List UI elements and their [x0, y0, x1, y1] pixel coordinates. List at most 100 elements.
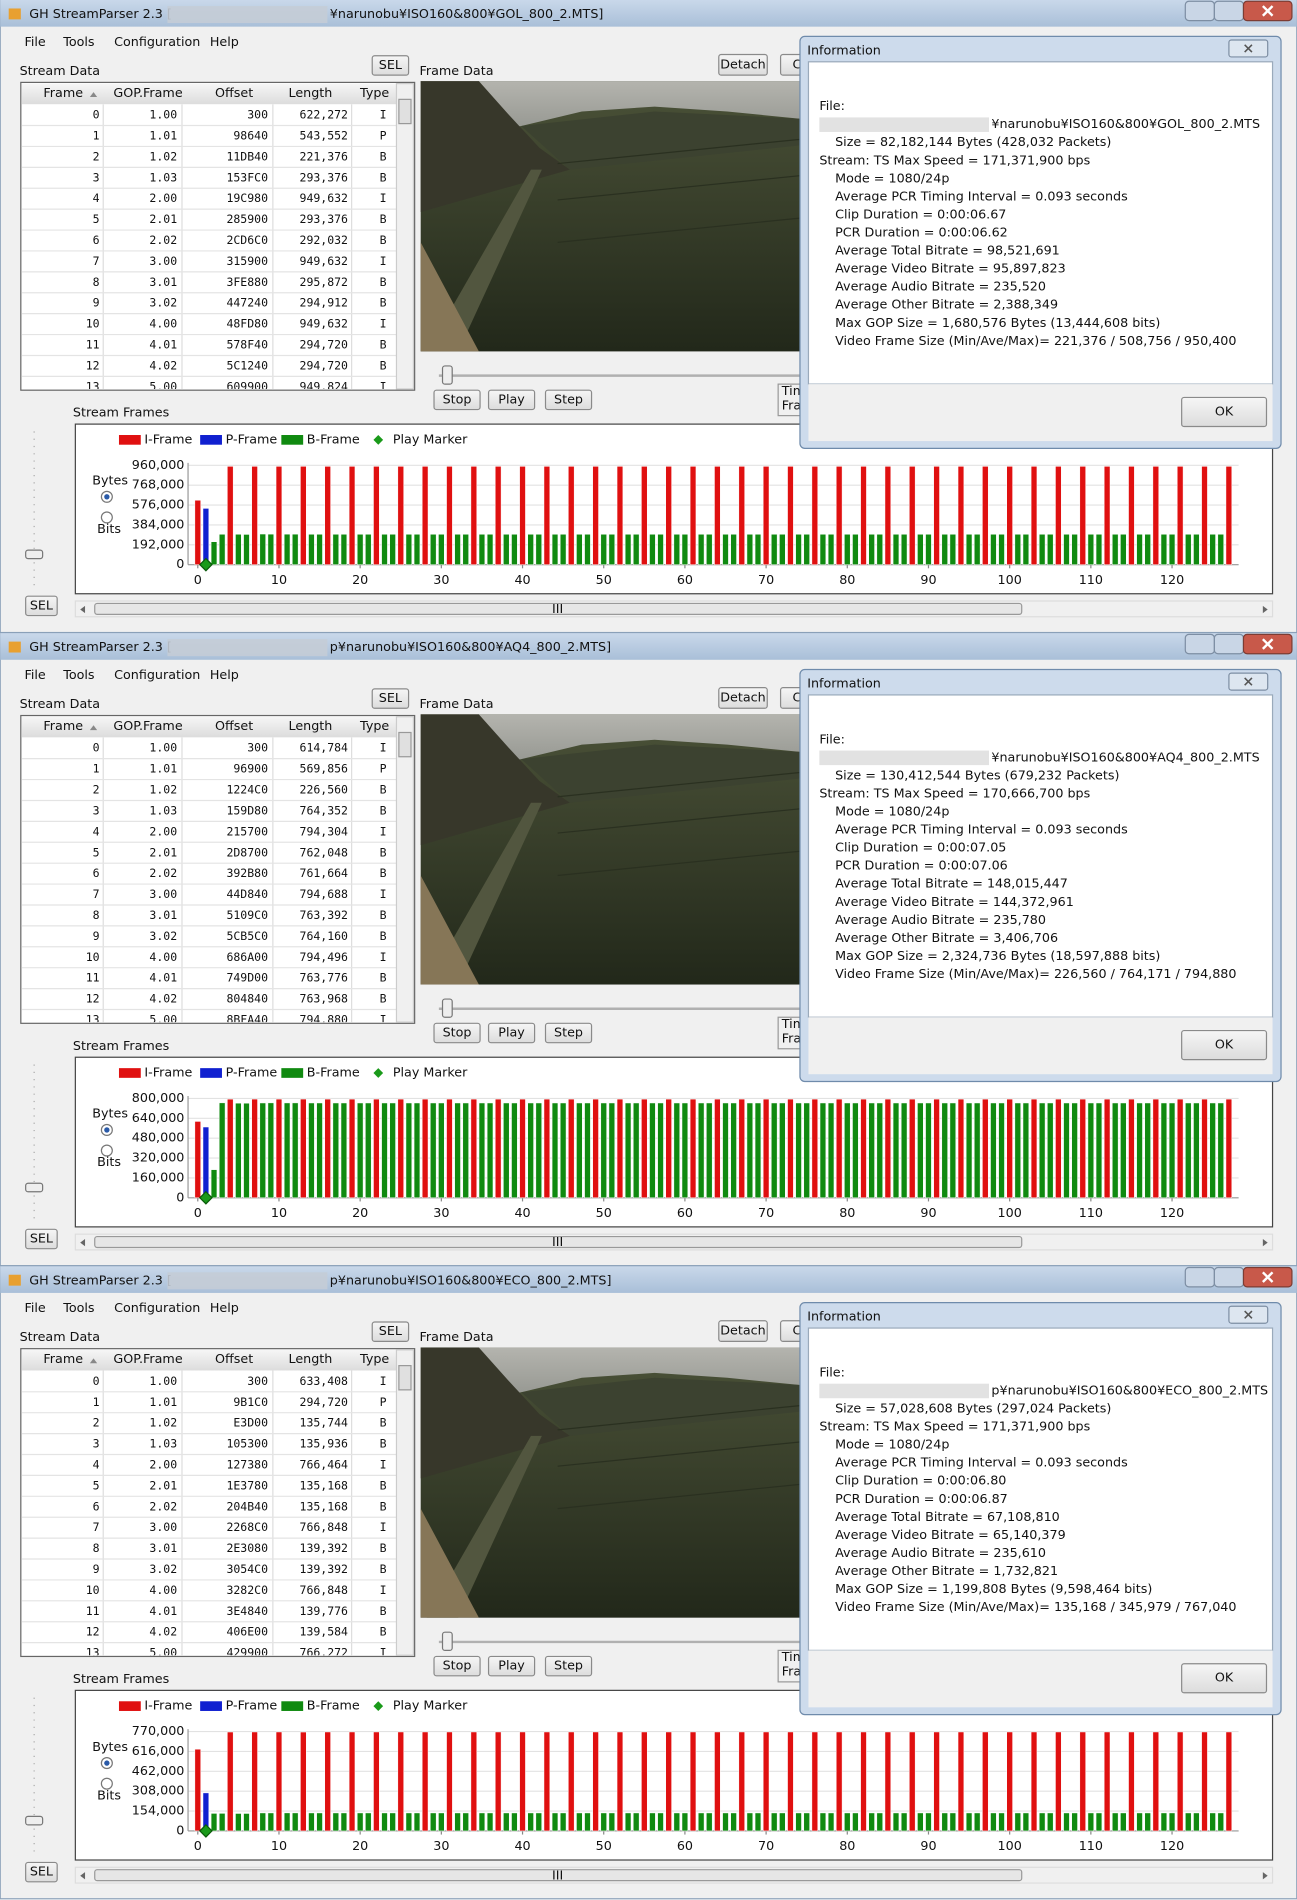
transport-button[interactable]: Stop	[443, 391, 472, 406]
window-title-path: ¥narunobu¥ISO160&800¥GOL_800_2.MTS]	[330, 6, 604, 21]
column-header[interactable]: Frame	[43, 85, 83, 100]
transport-button-bg	[544, 389, 593, 411]
transport-button[interactable]: Stop	[443, 1025, 472, 1040]
transport-button[interactable]: Step	[554, 1658, 583, 1673]
detach-button[interactable]: Detach	[720, 56, 765, 71]
bar	[235, 1813, 242, 1832]
table-cell: 3.02	[149, 296, 177, 310]
sel-button[interactable]: SEL	[30, 597, 54, 612]
dialog-close-icon	[1244, 1310, 1253, 1319]
table-cell: 1.01	[149, 129, 177, 143]
ok-button[interactable]: OK	[1215, 403, 1234, 418]
sel-button[interactable]: SEL	[30, 1230, 54, 1245]
info-line: Average Audio Bitrate = 235,520	[835, 279, 1046, 294]
menu-item[interactable]: Tools	[62, 34, 94, 49]
transport-button[interactable]: Step	[554, 391, 583, 406]
column-header[interactable]: Length	[288, 718, 332, 733]
column-header[interactable]: Frame	[43, 718, 83, 733]
photo-row	[557, 1483, 801, 1510]
bar	[1006, 1731, 1013, 1832]
menu-item[interactable]: Tools	[62, 1300, 94, 1315]
bar	[1177, 1098, 1184, 1199]
menu-item[interactable]: Help	[210, 667, 239, 682]
bar	[1063, 1102, 1070, 1199]
bar	[860, 466, 867, 565]
table-header	[22, 716, 397, 738]
menu-item[interactable]: Tools	[62, 667, 94, 682]
bar	[308, 1812, 315, 1832]
table-cell: B	[380, 971, 387, 985]
menu-item[interactable]: Help	[210, 1300, 239, 1315]
transport-button[interactable]: Play	[498, 1658, 525, 1673]
column-header[interactable]: Length	[288, 85, 332, 100]
table-cell: 10	[86, 1583, 100, 1597]
bar	[649, 534, 656, 565]
menu-item[interactable]: Help	[210, 34, 239, 49]
column-header[interactable]: GOP.Frame	[113, 718, 182, 733]
menu-item[interactable]: File	[24, 667, 45, 682]
info-line: PCR Duration = 0:00:06.62	[835, 225, 1008, 240]
bar	[1160, 1102, 1168, 1199]
ok-button[interactable]: OK	[1215, 1670, 1234, 1685]
cut-label: Tim	[781, 1016, 805, 1031]
column-header[interactable]: GOP.Frame	[113, 1351, 182, 1366]
menu-item[interactable]: Configuration	[114, 34, 200, 49]
bar	[202, 1126, 210, 1199]
legend-swatch	[200, 1701, 222, 1711]
table-cell: 98640	[233, 129, 268, 143]
radio-button[interactable]	[100, 1144, 113, 1157]
bar	[982, 1098, 989, 1199]
bar	[397, 1731, 404, 1832]
units-label: Bytes	[92, 1106, 128, 1121]
legend-swatch	[281, 1068, 304, 1078]
bar	[1168, 1102, 1176, 1199]
info-line: Video Frame Size (Min/Ave/Max)= 135,168 …	[835, 1599, 1236, 1614]
detach-button[interactable]: Detach	[720, 689, 765, 704]
ok-button[interactable]: OK	[1215, 1037, 1234, 1052]
bar	[1193, 1812, 1200, 1832]
column-header[interactable]: GOP.Frame	[113, 85, 182, 100]
bar	[1030, 1098, 1038, 1199]
bar	[519, 1731, 526, 1832]
transport-button[interactable]: Play	[498, 1025, 525, 1040]
column-header[interactable]: Type	[359, 718, 389, 733]
table-cell: 13	[86, 379, 100, 393]
info-line: Max GOP Size = 1,680,576 Bytes (13,444,6…	[835, 315, 1160, 330]
transport-button[interactable]: Stop	[443, 1658, 472, 1673]
section-label: Stream Frames	[73, 1038, 169, 1053]
column-header[interactable]: Offset	[215, 1351, 253, 1366]
menu-item[interactable]: Configuration	[114, 1300, 200, 1315]
bar	[974, 1102, 981, 1199]
menu-item[interactable]: File	[24, 1300, 45, 1315]
column-header[interactable]: Offset	[215, 718, 253, 733]
info-line: Stream: TS Max Speed = 171,371,900 bps	[819, 1419, 1090, 1434]
photo-hill	[521, 744, 800, 803]
bar	[787, 466, 794, 565]
column-header[interactable]: Length	[288, 1351, 332, 1366]
column-header[interactable]: Type	[359, 85, 389, 100]
photo-row	[557, 138, 801, 165]
sel-button[interactable]: SEL	[379, 1323, 403, 1338]
table-cell: 139,392	[300, 1562, 348, 1576]
column-header[interactable]: Offset	[215, 85, 253, 100]
bar	[990, 1102, 997, 1199]
table-cell: I	[380, 1583, 387, 1597]
bar	[202, 508, 210, 565]
menu-item[interactable]: Configuration	[114, 667, 200, 682]
transport-button[interactable]: Step	[554, 1025, 583, 1040]
table-cell: B	[380, 275, 387, 289]
sel-button[interactable]: SEL	[30, 1864, 54, 1879]
detach-button[interactable]: Detach	[720, 1323, 765, 1338]
menu-item[interactable]: File	[24, 34, 45, 49]
transport-button[interactable]: Play	[498, 391, 525, 406]
column-header[interactable]: Frame	[43, 1351, 83, 1366]
radio-button[interactable]	[100, 511, 113, 524]
section-label: Stream Data	[20, 696, 100, 711]
sel-button[interactable]: SEL	[379, 690, 403, 705]
sel-button[interactable]: SEL	[379, 57, 403, 72]
column-header[interactable]: Type	[359, 1351, 389, 1366]
bar	[373, 466, 380, 565]
radio-button[interactable]	[100, 1777, 113, 1790]
table-cell: 5.00	[149, 1646, 177, 1660]
bar	[657, 1102, 664, 1199]
